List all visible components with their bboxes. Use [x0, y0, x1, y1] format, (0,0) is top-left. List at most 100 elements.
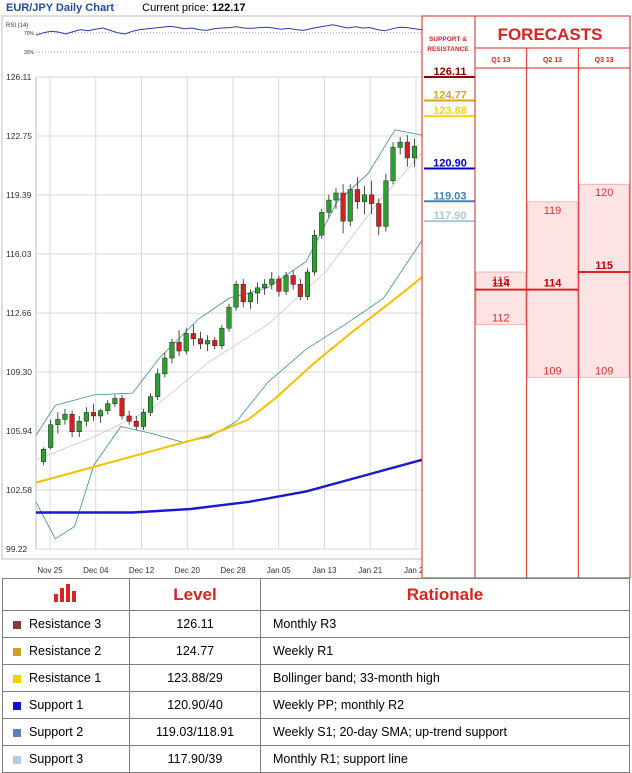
level-name: Support 2 [29, 725, 84, 739]
bollinger-upper-line [35, 129, 423, 436]
level-value: 120.90/40 [129, 691, 261, 719]
sr-level-label: 117.90 [433, 210, 466, 222]
candle-body [112, 398, 118, 404]
sma-fast-line [35, 276, 423, 484]
forecast-low-label: 109 [595, 365, 613, 377]
candle-body [48, 424, 54, 448]
table-row: Resistance 2 124.77 Weekly R1 [2, 637, 630, 665]
level-value: 119.03/118.91 [129, 718, 261, 746]
level-color-swatch [13, 647, 21, 656]
candle-body [183, 333, 189, 352]
forecasts-title: FORECASTS [498, 25, 603, 44]
x-tick-label: Nov 25 [37, 566, 63, 575]
candle-body [148, 396, 154, 413]
level-name-cell: Resistance 2 [2, 637, 130, 665]
level-color-swatch [13, 701, 21, 710]
x-tick-label: Dec 28 [220, 566, 246, 575]
forecast-high-label: 120 [595, 187, 613, 199]
forecast-range-box [475, 271, 527, 326]
level-name-cell: Support 2 [2, 718, 130, 746]
candle-body [69, 413, 75, 432]
forecast-high-label: 115 [492, 275, 510, 287]
candle-body [312, 234, 318, 273]
candle-body [126, 415, 132, 422]
candle-body [326, 199, 332, 213]
sr-column-frame [421, 15, 476, 578]
level-rationale: Weekly R1 [260, 637, 630, 665]
candle-body [276, 278, 282, 292]
table-header-row: Level Rationale [2, 578, 630, 611]
rsi-line [35, 24, 423, 36]
level-value: 124.77 [129, 637, 261, 665]
forecast-low-label: 109 [543, 365, 561, 377]
level-name: Support 3 [29, 752, 84, 766]
y-tick-label: 122.75 [6, 131, 32, 141]
candle-body [119, 398, 125, 417]
candle-body [176, 341, 182, 352]
candle-body [404, 141, 410, 159]
candle-body [133, 420, 139, 427]
table-header-rationale: Rationale [260, 578, 630, 611]
candle-body [240, 284, 246, 303]
candle-body [169, 341, 175, 359]
level-name-cell: Resistance 3 [2, 610, 130, 638]
level-value: 126.11 [129, 610, 261, 638]
level-name-cell: Support 3 [2, 745, 130, 773]
candle-body [376, 203, 382, 227]
x-tick-label: Dec 04 [83, 566, 109, 575]
candle-body [390, 147, 396, 181]
candle-body [333, 192, 339, 201]
candle-body [269, 278, 275, 285]
y-tick-label: 99.22 [6, 544, 28, 554]
y-tick-label: 116.03 [6, 249, 32, 259]
candle-body [41, 449, 47, 462]
candle-body [411, 145, 417, 159]
candle-body [55, 419, 61, 425]
candle-body [226, 306, 232, 329]
bar-chart-icon [54, 584, 76, 602]
x-tick-label: Jan 21 [358, 566, 383, 575]
candle-body [262, 284, 268, 289]
chart-title: EUR/JPY Daily Chart [6, 2, 115, 14]
price-panel-frame [1, 15, 423, 560]
forecast-median-label: 114 [492, 278, 511, 290]
candle-body [297, 284, 303, 297]
y-tick-label: 119.39 [6, 190, 32, 200]
level-rationale: Weekly S1; 20-day SMA; up-trend support [260, 718, 630, 746]
level-rationale: Weekly PP; monthly R2 [260, 691, 630, 719]
table-row: Support 2 119.03/118.91 Weekly S1; 20-day … [2, 718, 630, 746]
candle-body [190, 333, 196, 339]
level-rationale: Monthly R3 [260, 610, 630, 638]
price-value: 122.17 [211, 2, 246, 14]
candle-body [369, 194, 375, 204]
levels-table: Level Rationale Resistance 3 126.11 Monthl… [2, 578, 630, 773]
sr-level-label: 124.77 [433, 90, 467, 102]
candle-body [155, 373, 161, 397]
level-name-cell: Support 1 [2, 691, 130, 719]
candle-body [354, 189, 360, 203]
forecast-median-label: 115 [595, 260, 613, 272]
candle-body [90, 412, 97, 417]
candle-body [247, 292, 253, 303]
rsi-tick-30: 30% [24, 50, 35, 56]
candle-body [290, 275, 296, 285]
candle-body [83, 412, 89, 422]
price-label: Current price: [142, 2, 209, 14]
candle-body [98, 410, 104, 417]
candle-body [397, 141, 403, 148]
x-tick-label: Dec 20 [175, 566, 201, 575]
level-name-cell: Resistance 1 [2, 664, 130, 692]
forecast-category: Q2 13 [543, 57, 562, 64]
sr-level-label: 119.03 [433, 190, 466, 202]
x-tick-label: Jan 05 [267, 566, 292, 575]
x-tick-label: Jan 13 [312, 566, 337, 575]
table-row: Resistance 3 126.11 Monthly R3 [2, 610, 630, 638]
candle-body [62, 413, 68, 420]
candle-body [304, 271, 310, 297]
main-chart-svg: 126.11 122.75 119.39 116.03 112.66 109.30 105.… [1, 15, 631, 578]
table-header-icon [2, 578, 130, 611]
forecast-category: Q1 13 [491, 57, 510, 64]
candle-body [162, 357, 168, 375]
level-color-swatch [13, 755, 21, 764]
